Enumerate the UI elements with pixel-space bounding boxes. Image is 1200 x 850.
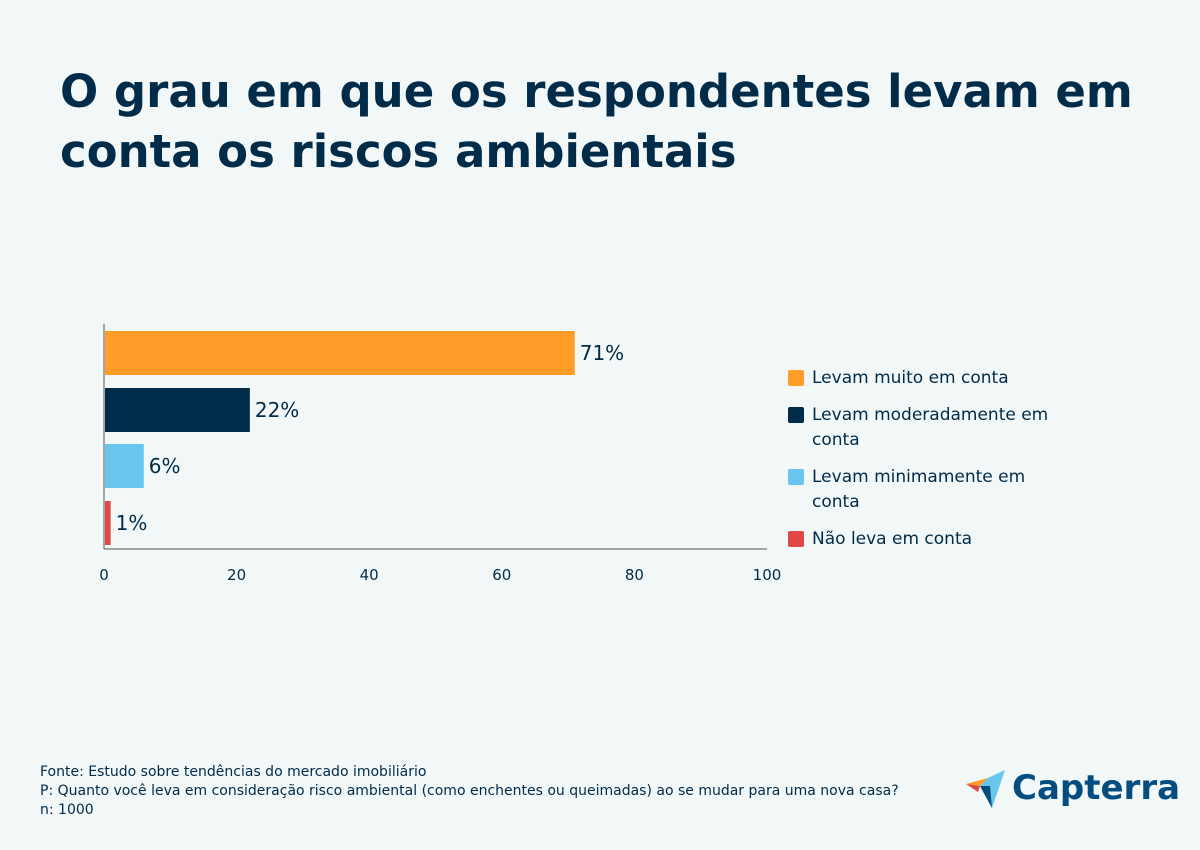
x-tick-label: 80 [625, 566, 644, 584]
x-tick-label: 40 [360, 566, 379, 584]
legend-item: Levam moderadamente em conta [788, 403, 1068, 453]
source-note: Fonte: Estudo sobre tendências do mercad… [40, 764, 427, 780]
legend-item: Não leva em conta [788, 527, 1068, 552]
data-label: 71% [580, 341, 624, 365]
legend-label: Não leva em conta [812, 529, 973, 549]
sample-size: n: 1000 [40, 802, 94, 818]
legend-swatch [788, 407, 804, 423]
legend-swatch [788, 531, 804, 547]
logo-text: Capterra [1012, 768, 1181, 808]
legend-swatch [788, 469, 804, 485]
capterra-arrow-icon [966, 770, 1005, 808]
legend-swatch [788, 370, 804, 386]
page-title: O grau em que os respondentes levam em c… [60, 65, 1133, 178]
footer-notes: Fonte: Estudo sobre tendências do mercad… [40, 763, 920, 820]
bar [105, 331, 575, 375]
x-tick-label: 60 [492, 566, 511, 584]
data-label: 6% [149, 454, 181, 478]
legend-label: Levam moderadamente em conta [812, 405, 1049, 450]
question-note: P: Quanto você leva em consideração risc… [40, 783, 899, 799]
legend-item: Levam minimamente em conta [788, 465, 1068, 515]
x-tick-label: 20 [227, 566, 246, 584]
x-tick-label: 0 [99, 566, 109, 584]
data-label: 22% [255, 398, 299, 422]
bar [105, 501, 111, 545]
capterra-logo: Capterra [966, 768, 1180, 808]
legend-label: Levam muito em conta [812, 368, 1009, 388]
data-label: 1% [116, 511, 148, 535]
legend: Levam muito em conta Levam moderadamente… [788, 366, 1068, 564]
legend-item: Levam muito em conta [788, 366, 1068, 391]
x-tick-label: 100 [753, 566, 782, 584]
legend-label: Levam minimamente em conta [812, 467, 1026, 512]
bar [105, 444, 144, 488]
bar [105, 388, 250, 432]
